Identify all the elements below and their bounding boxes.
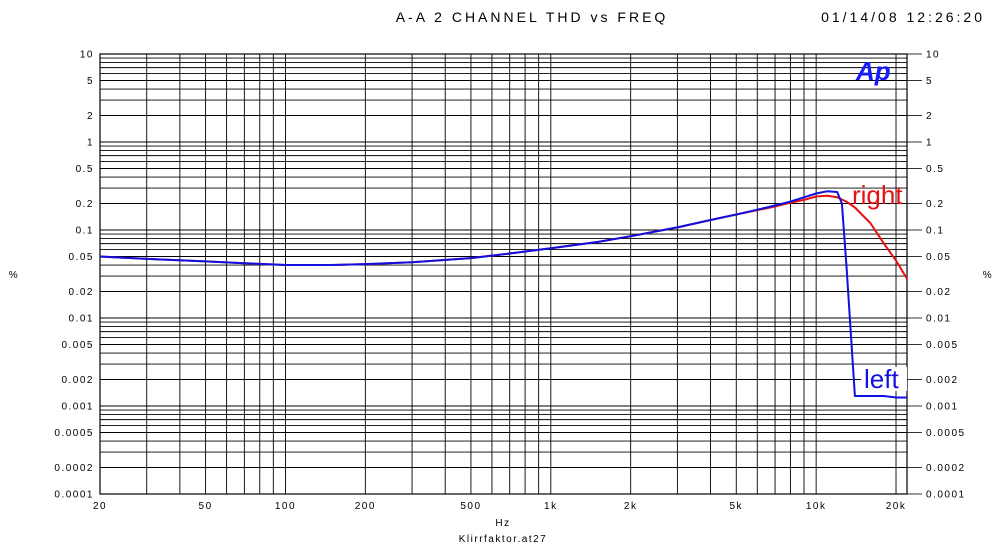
y-tick-label-left: 0.1 [76,226,94,237]
series-line-left [99,190,907,399]
y-tick-label-left: 1 [87,138,94,149]
ap-logo: Ap [855,56,891,86]
y-tick-label-left: 0.05 [69,252,94,263]
series-label-left: left [864,364,899,394]
series-label-right: right [852,180,903,210]
y-tick-label-left: 0.5 [76,164,94,175]
y-tick-label-left: 0.0001 [54,490,94,501]
y-tick-label-right: 0.02 [926,287,951,298]
y-tick-label-left: 0.001 [61,402,94,413]
y-tick-label-right: 0.002 [926,375,959,386]
y-tick-label-right: 0.05 [926,252,951,263]
x-tick-label: 20k [886,501,907,512]
y-axis-label-left: % [9,270,19,281]
series-label-left-bg [861,367,907,391]
x-tick-label: 5k [729,501,743,512]
y-tick-label-left: 0.2 [76,199,94,210]
y-tick-label-left: 0.0002 [54,463,94,474]
x-tick-label: 100 [275,501,296,512]
y-tick-label-right: 0.001 [926,402,959,413]
y-tick-label-right: 1 [926,138,933,149]
y-tick-label-right: 2 [926,111,933,122]
series-lines [99,190,908,399]
chart-timestamp: 01/14/08 12:26:20 [821,9,985,25]
y-tick-label-right: 0.0005 [926,428,966,439]
y-tick-label-right: 0.0002 [926,463,966,474]
x-tick-label: 1k [544,501,558,512]
y-tick-label-left: 0.005 [61,340,94,351]
y-tick-label-right: 0.1 [926,226,944,237]
y-axis-label-right: % [983,270,993,281]
x-tick-label: 20 [93,501,107,512]
x-tick-label: 500 [460,501,481,512]
y-tick-label-left: 0.02 [69,287,94,298]
y-tick-label-right: 0.0001 [926,490,966,501]
y-tick-label-left: 0.0005 [54,428,94,439]
x-tick-label: 50 [199,501,213,512]
y-tick-label-right: 10 [926,50,940,61]
chart-title: A-A 2 CHANNEL THD vs FREQ [396,9,669,25]
x-tick-label: 10k [806,501,827,512]
y-tick-label-left: 10 [80,50,94,61]
y-axis-left: 10 5 2 1 0.5 0.2 0.1 0.05 0.02 0.01 0.005 0.002 0.00… [54,50,94,501]
y-tick-label-right: 0.005 [926,340,959,351]
grid-lines [100,54,907,494]
x-axis: 20 50 100 200 500 1k 2k 5k 10k 20k [93,501,907,512]
y-tick-label-right: 0.2 [926,199,944,210]
y-tick-label-right: 5 [926,76,933,87]
y-tick-label-left: 2 [87,111,94,122]
y-tick-label-left: 0.01 [69,314,94,325]
y-tick-label-left: 5 [87,76,94,87]
x-axis-label: Hz [495,518,510,529]
y-tick-label-right: 0.01 [926,314,951,325]
x-tick-label: 200 [355,501,376,512]
x-tick-label: 2k [624,501,638,512]
y-tick-label-right: 0.5 [926,164,944,175]
footer-filename: Klirrfaktor.at27 [459,534,547,545]
y-tick-label-left: 0.002 [61,375,94,386]
plot-frame [99,53,908,495]
y-axis-right: 10 5 2 1 0.5 0.2 0.1 0.05 0.02 0.01 0.005 0.002 0.00… [907,50,966,501]
